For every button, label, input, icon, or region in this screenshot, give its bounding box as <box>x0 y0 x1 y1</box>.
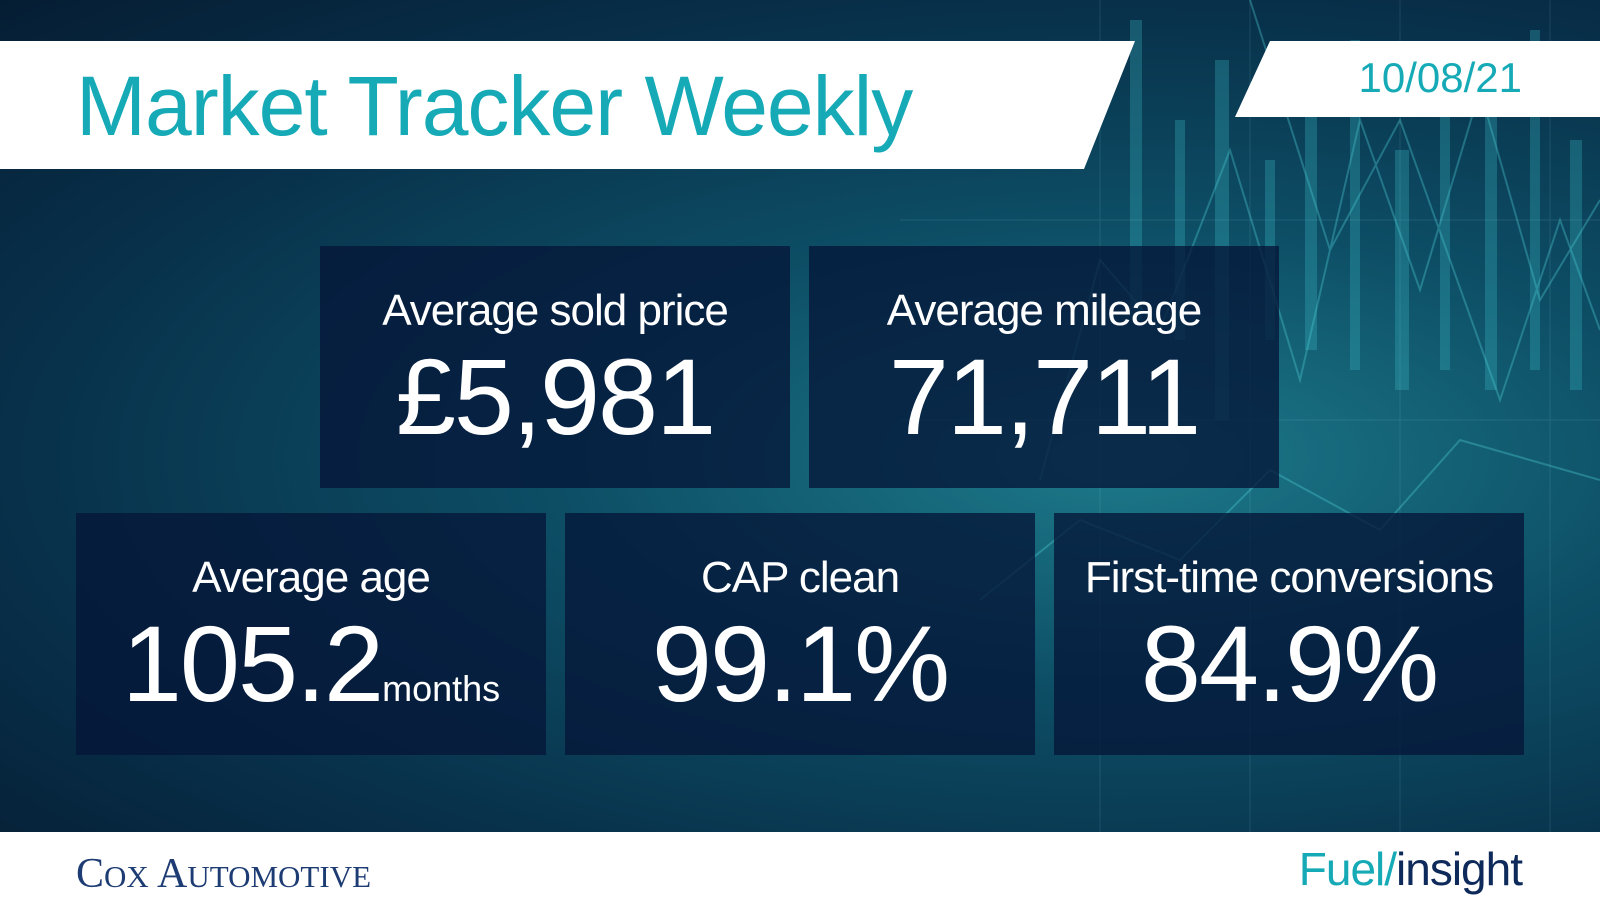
metric-card-average-age: Average age 105.2months <box>76 513 546 755</box>
date-banner <box>1235 41 1600 117</box>
metric-value-number: 105.2 <box>121 603 384 724</box>
logo-letter: C <box>76 851 105 897</box>
metric-label: First-time conversions <box>1084 553 1494 602</box>
fuel-insight-logo: Fuel/insight <box>1298 842 1523 896</box>
metric-card-first-time-conversions: First-time conversions 84.9% <box>1054 513 1524 755</box>
logo-text: Fuel/ <box>1298 843 1397 895</box>
metric-value: 84.9% <box>1140 603 1439 724</box>
metric-value: 71,711 <box>888 336 1201 457</box>
metric-card-average-mileage: Average mileage 71,711 <box>809 246 1279 488</box>
metric-label: CAP clean <box>700 553 900 602</box>
logo-text: insight <box>1396 843 1523 895</box>
metric-value: 99.1% <box>651 603 950 724</box>
metric-label: Average mileage <box>886 286 1202 335</box>
footer-bar <box>0 832 1600 900</box>
report-date: 10/08/21 <box>1358 54 1523 101</box>
metric-unit: months <box>382 668 501 709</box>
metric-card-average-sold-price: Average sold price £5,981 <box>320 246 790 488</box>
metric-label: Average age <box>192 553 431 602</box>
logo-text: UTOMOTIVE <box>187 859 372 894</box>
metric-value: £5,981 <box>395 336 716 457</box>
title-banner <box>0 41 1135 169</box>
metric-label: Average sold price <box>382 286 729 335</box>
logo-letter: A <box>156 851 188 897</box>
cox-automotive-logo: COX AUTOMOTIVE <box>76 850 371 898</box>
metric-value: 105.2months <box>76 603 546 724</box>
page-title: Market Tracker Weekly <box>76 59 913 153</box>
logo-text: OX <box>104 859 149 894</box>
metric-card-cap-clean: CAP clean 99.1% <box>565 513 1035 755</box>
